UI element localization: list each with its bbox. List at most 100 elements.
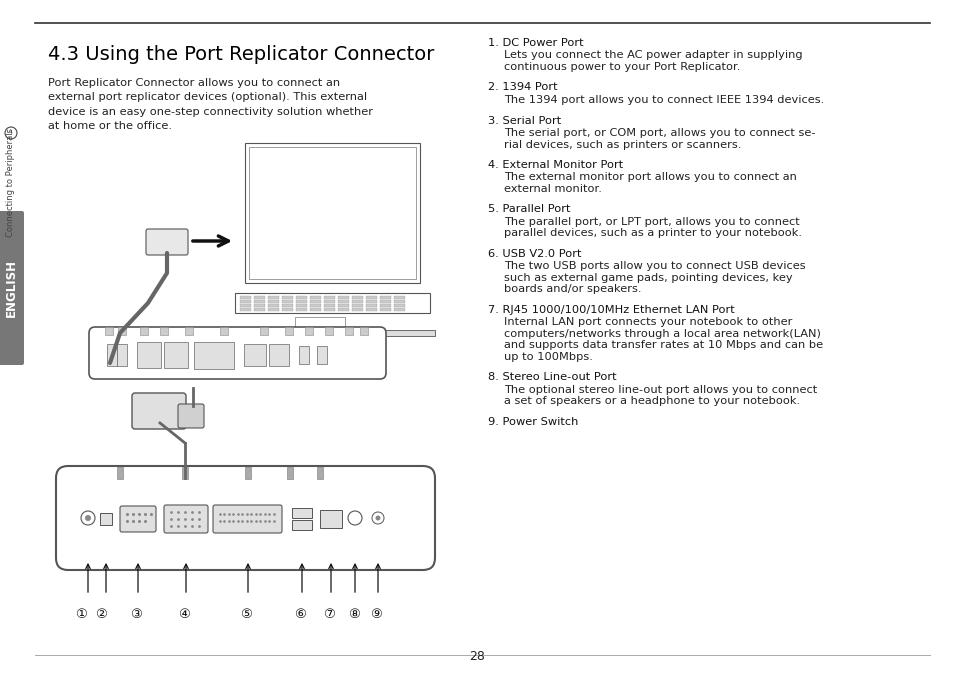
Bar <box>240 301 251 303</box>
Bar <box>394 301 405 303</box>
FancyBboxPatch shape <box>117 344 127 366</box>
Bar <box>394 297 405 299</box>
FancyBboxPatch shape <box>164 342 188 368</box>
Text: ⑥: ⑥ <box>294 608 306 621</box>
Bar <box>282 301 293 303</box>
Bar <box>268 297 278 299</box>
Bar <box>324 301 335 303</box>
Bar <box>260 327 268 335</box>
Bar <box>285 327 293 335</box>
Text: ②: ② <box>95 608 107 621</box>
Text: 28: 28 <box>469 650 484 663</box>
Bar <box>268 308 278 311</box>
FancyBboxPatch shape <box>244 344 266 366</box>
Text: ⑦: ⑦ <box>323 608 335 621</box>
Bar <box>379 301 391 303</box>
FancyBboxPatch shape <box>89 327 386 379</box>
Bar <box>324 308 335 311</box>
Bar <box>182 467 188 479</box>
Bar <box>118 327 126 335</box>
Bar <box>253 297 265 299</box>
Text: 3. Serial Port: 3. Serial Port <box>488 116 560 125</box>
Bar <box>292 520 312 530</box>
Text: The parallel port, or LPT port, allows you to connect: The parallel port, or LPT port, allows y… <box>503 217 799 227</box>
Bar <box>249 147 416 279</box>
Text: up to 100Mbps.: up to 100Mbps. <box>503 352 592 362</box>
Bar <box>140 327 148 335</box>
Bar <box>337 297 349 299</box>
FancyBboxPatch shape <box>164 505 208 533</box>
Bar <box>240 308 251 311</box>
Bar <box>295 297 307 299</box>
Bar <box>282 297 293 299</box>
FancyBboxPatch shape <box>193 342 233 369</box>
FancyBboxPatch shape <box>107 344 117 366</box>
Text: 4: 4 <box>9 131 13 135</box>
FancyBboxPatch shape <box>178 404 204 428</box>
Bar <box>295 304 307 307</box>
Bar <box>287 467 293 479</box>
Text: ENGLISH: ENGLISH <box>5 259 17 317</box>
Bar <box>294 317 345 331</box>
Bar <box>295 301 307 303</box>
Bar <box>160 327 168 335</box>
Bar <box>310 308 320 311</box>
Bar <box>292 508 312 518</box>
Bar <box>100 513 112 525</box>
Text: rial devices, such as printers or scanners.: rial devices, such as printers or scanne… <box>503 139 740 149</box>
Bar <box>337 308 349 311</box>
Bar <box>359 327 368 335</box>
Text: boards and/or speakers.: boards and/or speakers. <box>503 285 640 295</box>
FancyBboxPatch shape <box>120 506 156 532</box>
Text: ①: ① <box>75 608 87 621</box>
Bar <box>325 327 333 335</box>
Text: The two USB ports allow you to connect USB devices: The two USB ports allow you to connect U… <box>503 262 804 271</box>
Bar <box>352 308 363 311</box>
Bar <box>337 301 349 303</box>
Bar <box>310 297 320 299</box>
Text: 7. RJ45 1000/100/10MHz Ethernet LAN Port: 7. RJ45 1000/100/10MHz Ethernet LAN Port <box>488 305 734 315</box>
Text: ⑧: ⑧ <box>348 608 359 621</box>
Text: ③: ③ <box>130 608 142 621</box>
Bar <box>234 293 430 313</box>
FancyBboxPatch shape <box>56 466 435 570</box>
Text: Lets you connect the AC power adapter in supplying: Lets you connect the AC power adapter in… <box>503 50 801 61</box>
Bar <box>117 467 123 479</box>
Text: Connecting to Peripherals: Connecting to Peripherals <box>7 129 15 238</box>
Bar <box>379 308 391 311</box>
FancyBboxPatch shape <box>298 346 309 364</box>
FancyBboxPatch shape <box>137 342 161 368</box>
FancyBboxPatch shape <box>269 344 289 366</box>
Text: The external monitor port allows you to connect an: The external monitor port allows you to … <box>503 172 796 182</box>
Text: The serial port, or COM port, allows you to connect se-: The serial port, or COM port, allows you… <box>503 128 815 138</box>
Bar <box>185 327 193 335</box>
Bar <box>319 510 341 528</box>
Bar <box>253 301 265 303</box>
Bar <box>268 301 278 303</box>
Bar <box>245 143 419 283</box>
Bar <box>305 327 313 335</box>
Text: ⑨: ⑨ <box>370 608 381 621</box>
FancyBboxPatch shape <box>146 229 188 255</box>
Bar <box>352 304 363 307</box>
Bar <box>324 297 335 299</box>
Text: The optional stereo line-out port allows you to connect: The optional stereo line-out port allows… <box>503 385 817 395</box>
Bar <box>310 301 320 303</box>
Text: Internal LAN port connects your notebook to other: Internal LAN port connects your notebook… <box>503 318 792 328</box>
Bar <box>310 304 320 307</box>
Bar <box>366 301 376 303</box>
Text: 6. USB V2.0 Port: 6. USB V2.0 Port <box>488 249 581 259</box>
Bar <box>282 304 293 307</box>
Bar <box>379 304 391 307</box>
Bar <box>366 297 376 299</box>
FancyBboxPatch shape <box>316 346 327 364</box>
Bar <box>245 467 251 479</box>
Bar <box>240 304 251 307</box>
Text: 5. Parallel Port: 5. Parallel Port <box>488 205 570 215</box>
Bar <box>366 304 376 307</box>
Text: 9. Power Switch: 9. Power Switch <box>488 417 578 427</box>
Bar <box>316 467 323 479</box>
Bar <box>366 308 376 311</box>
Text: 2. 1394 Port: 2. 1394 Port <box>488 83 558 92</box>
Bar <box>337 304 349 307</box>
